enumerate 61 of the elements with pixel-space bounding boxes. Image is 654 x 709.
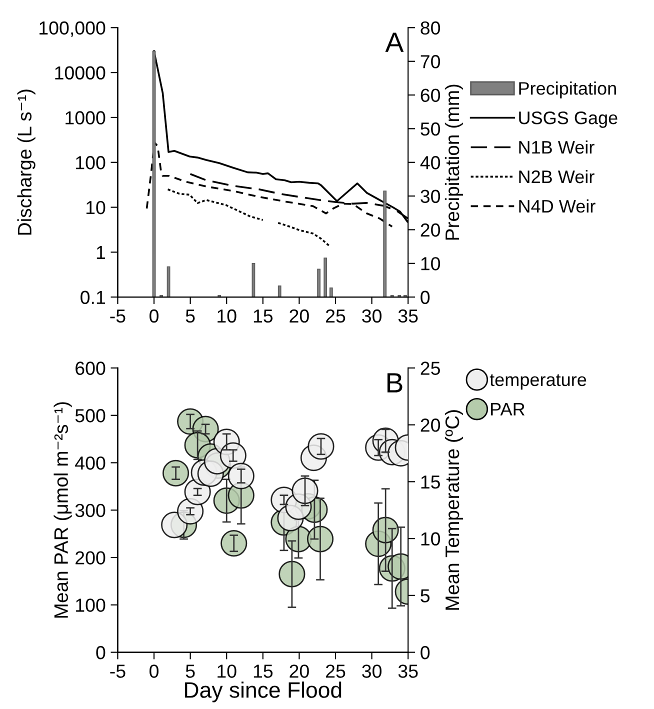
legend-label: temperature (490, 374, 586, 390)
y2-tick-label: 60 (420, 88, 440, 102)
legend-label: USGS Gage (519, 111, 618, 128)
y2-tick-label: 0 (420, 646, 430, 660)
y-tick-label: 0.1 (80, 290, 105, 304)
x-tick-label: 35 (398, 309, 418, 323)
legend-label: PAR (491, 402, 525, 416)
legend-label: N2B Weir (519, 170, 594, 184)
x-tick-label: 10 (218, 664, 236, 678)
x-tick-label: 20 (290, 664, 309, 678)
y2-tick-label: 0 (420, 290, 430, 304)
y-tick-label: 0 (96, 646, 106, 660)
y-axis-title: Mean PAR (μmol m⁻²s⁻¹) (54, 402, 72, 618)
y2-tick-label: 5 (420, 589, 430, 602)
x-tick-label: 15 (254, 664, 273, 678)
x-tick-label: -5 (110, 310, 126, 323)
x-tick-label: 25 (326, 664, 346, 678)
y2-tick-label: 15 (421, 476, 440, 489)
x-tick-label: 0 (150, 664, 158, 678)
x-tick-label: 10 (218, 309, 236, 323)
y2-tick-label: 10 (421, 532, 440, 546)
y2-tick-label: 20 (420, 223, 440, 237)
y2-tick-label: 70 (420, 55, 440, 68)
legend-label: N1B Weir (519, 140, 594, 154)
legend-label: N4D Weir (519, 199, 596, 213)
y2-tick-label: 50 (420, 122, 440, 136)
legend-label: Precipitation (519, 82, 616, 98)
x-tick-label: 15 (254, 310, 273, 323)
y-tick-label: 1000 (66, 111, 106, 124)
x-tick-label: -5 (110, 664, 126, 678)
y-tick-label: 10000 (55, 66, 106, 80)
x-tick-label: 20 (290, 309, 309, 323)
y2-tick-label: 80 (420, 21, 440, 35)
y-tick-label: 100,000 (40, 21, 106, 37)
x-tick-label: 0 (150, 309, 158, 323)
annotation: B (387, 373, 402, 392)
x-axis-title: Day since Flood (185, 682, 342, 702)
y-tick-label: 10 (86, 200, 106, 214)
y-axis-title: Discharge (L s⁻¹) (17, 90, 36, 235)
y2-axis-title: Mean Temperature (ºC) (444, 410, 464, 610)
x-tick-label: 5 (186, 664, 195, 678)
x-tick-label: 30 (362, 309, 382, 323)
y-tick-label: 1 (96, 246, 105, 259)
y-tick-label: 600 (76, 362, 106, 375)
y2-axis-title: Precipitation (mm) (444, 84, 464, 240)
y-tick-label: 300 (75, 504, 106, 518)
x-tick-label: 5 (186, 310, 195, 323)
y-tick-label: 200 (76, 551, 106, 564)
y-tick-label: 400 (75, 456, 106, 470)
y2-tick-label: 30 (420, 190, 440, 204)
y2-tick-label: 10 (421, 257, 440, 270)
y2-tick-label: 40 (420, 156, 440, 170)
y-tick-label: 500 (75, 409, 106, 422)
x-tick-label: 35 (398, 664, 418, 678)
y2-tick-label: 20 (420, 418, 440, 432)
y2-tick-label: 25 (420, 362, 440, 375)
x-tick-label: 25 (326, 309, 346, 323)
y-tick-label: 100 (76, 598, 106, 612)
annotation: A (385, 32, 404, 52)
x-tick-label: 30 (362, 664, 382, 678)
y-tick-label: 100 (76, 156, 106, 170)
